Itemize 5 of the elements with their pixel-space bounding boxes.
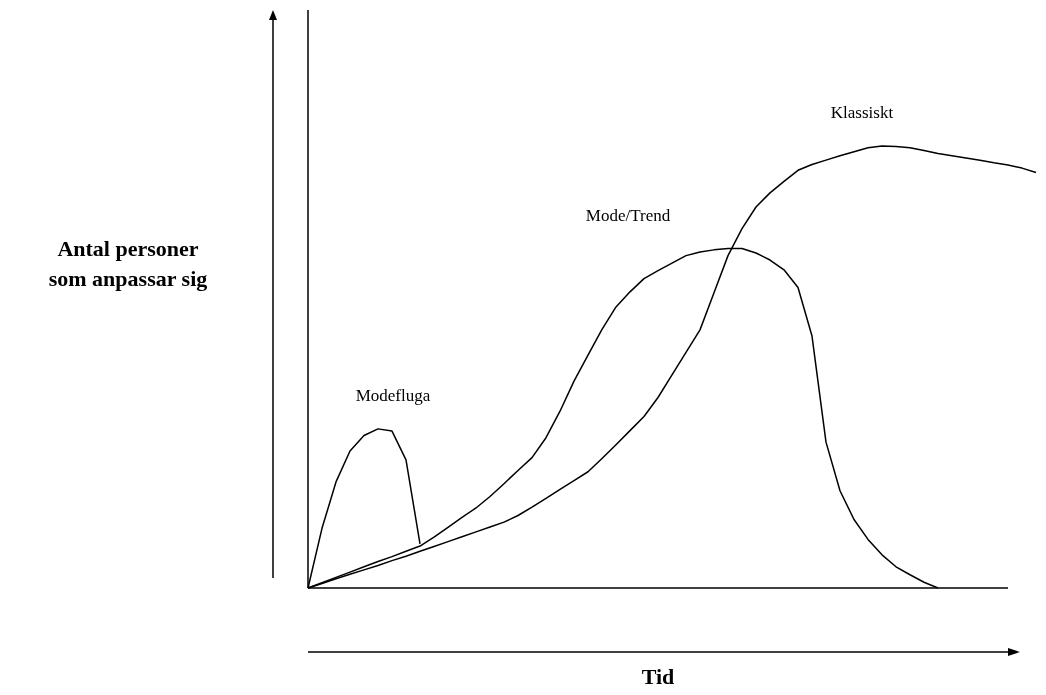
y-axis-title: Antal personer som anpassar sig [48,236,208,291]
series-label: Modefluga [355,385,431,405]
series-label: Klassiskt [830,103,894,122]
x-axis-title: Tid [641,664,675,689]
text: Mode/Trend [585,205,671,225]
